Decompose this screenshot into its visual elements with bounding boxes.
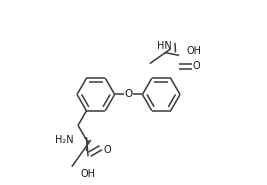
Text: HN: HN [157,41,172,51]
Text: O: O [193,61,201,71]
Text: O: O [104,145,111,155]
Text: O: O [124,90,133,100]
Text: OH: OH [80,169,96,179]
Text: H₂N: H₂N [55,135,74,145]
Text: OH: OH [186,46,202,56]
